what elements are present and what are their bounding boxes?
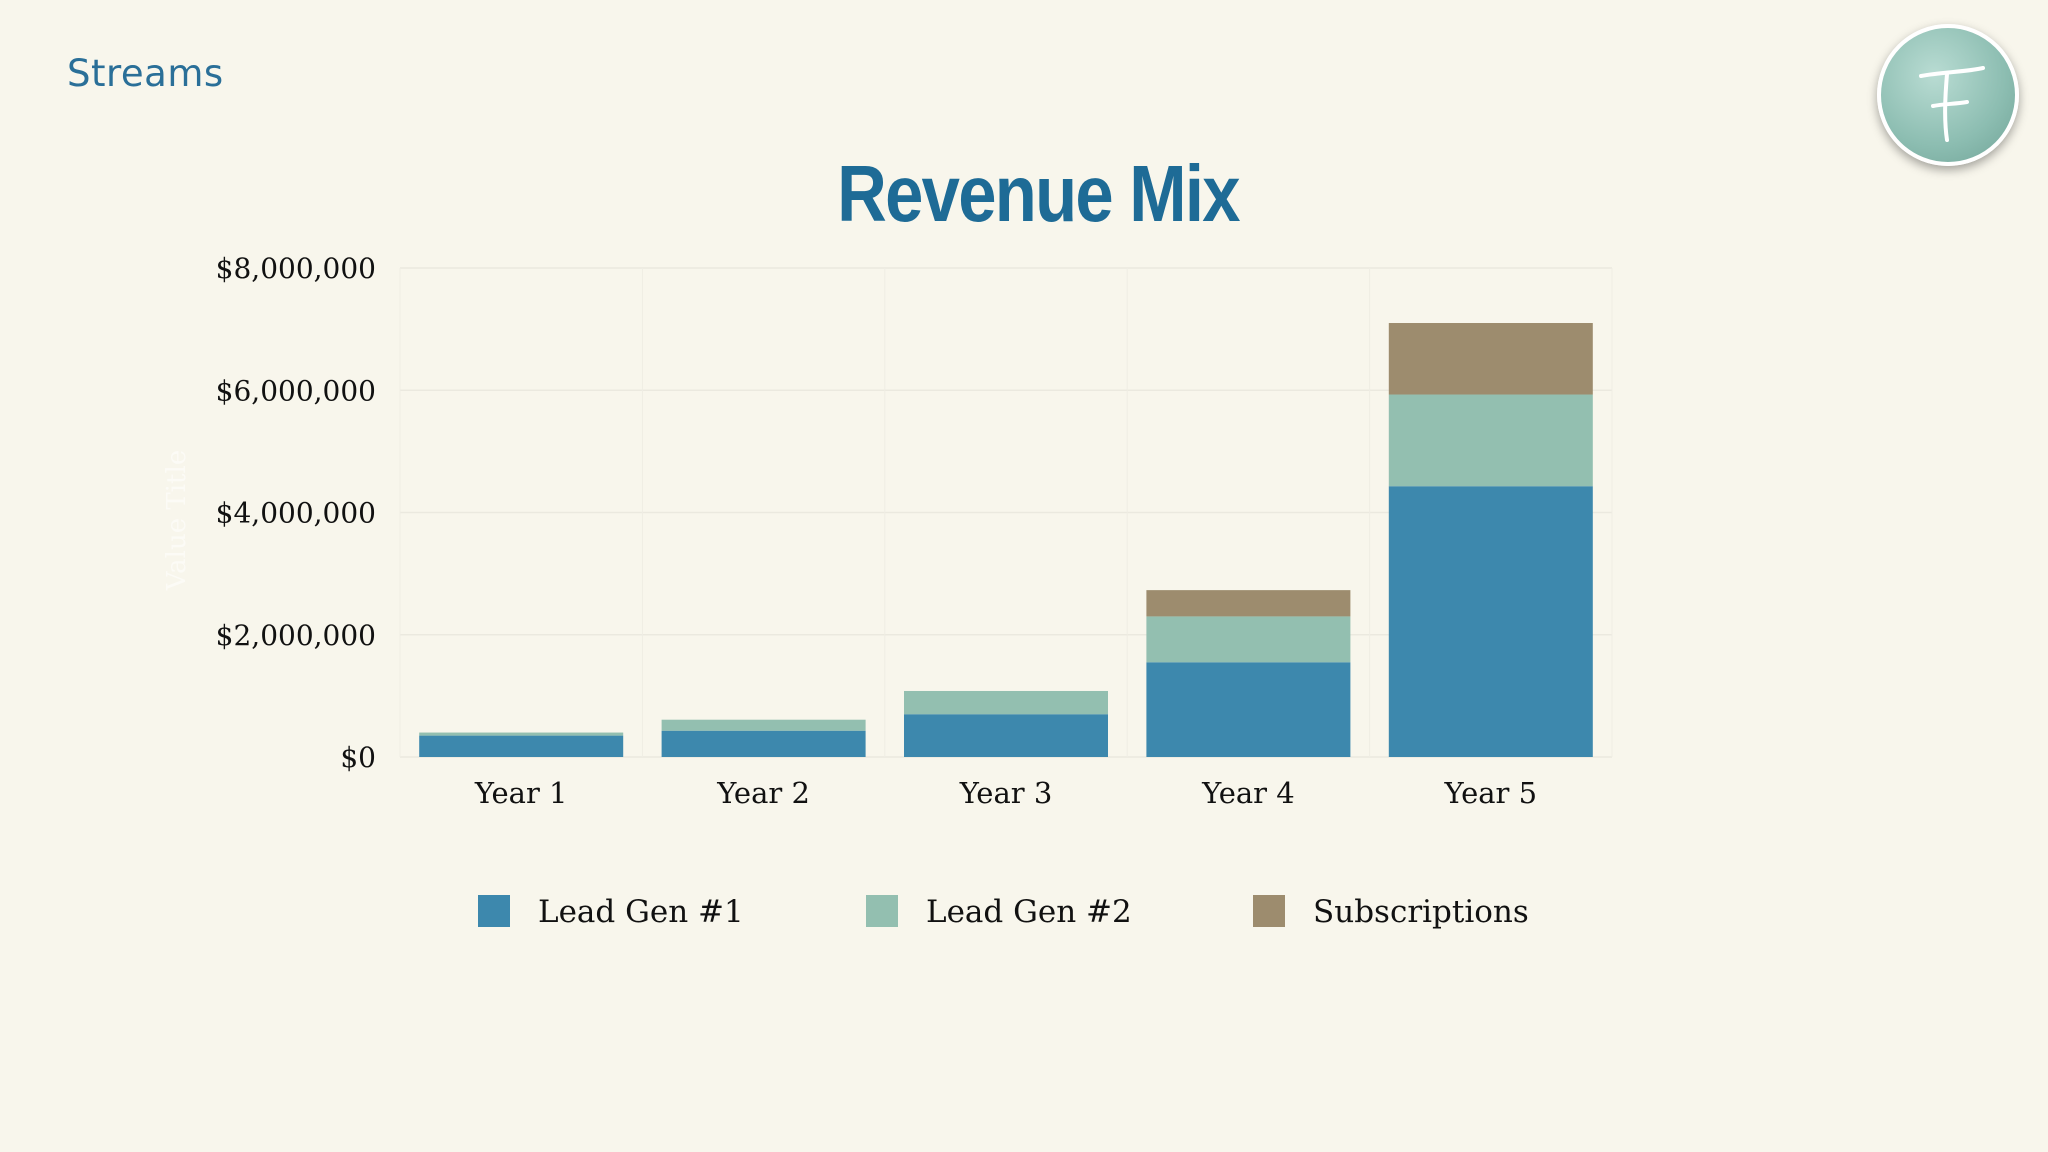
y-tick-label: $8,000,000 [216, 252, 376, 285]
legend-label: Lead Gen #1 [538, 894, 744, 930]
x-tick-label: Year 1 [474, 776, 568, 810]
bar-segment [1146, 662, 1351, 757]
y-tick-label: $6,000,000 [216, 374, 376, 407]
legend-label: Subscriptions [1313, 894, 1529, 930]
legend-swatch [1253, 895, 1285, 927]
letter-f-logo-icon [1919, 66, 1985, 142]
bar-segment [1146, 616, 1351, 663]
bars [419, 323, 1593, 757]
y-tick-label: $0 [340, 741, 376, 774]
x-tick-label: Year 4 [1201, 776, 1295, 810]
bar-segment [661, 719, 866, 731]
bar-segment [904, 714, 1108, 757]
bar-segment [1388, 323, 1593, 395]
bar-segment [904, 690, 1108, 715]
bar-segment [419, 735, 624, 757]
brand-logo [1877, 24, 2019, 166]
bar-segment [1388, 486, 1593, 757]
legend: Lead Gen #1 Lead Gen #2 Subscriptions [478, 894, 1529, 930]
y-tick-label: $4,000,000 [216, 497, 376, 530]
legend-swatch [866, 895, 898, 927]
x-tick-label: Year 5 [1443, 776, 1537, 810]
bar-segment [1146, 590, 1351, 617]
chart-title: Revenue Mix [837, 149, 1240, 238]
y-axis: $0 $2,000,000 $4,000,000 $6,000,000 $8,000,0… [216, 252, 376, 774]
x-axis: Year 1 Year 2 Year 3 Year 4 Year 5 [474, 776, 1537, 810]
x-tick-label: Year 3 [959, 776, 1053, 810]
x-tick-label: Year 2 [716, 776, 810, 810]
bar-segment [1388, 394, 1593, 487]
bar-segment [661, 730, 866, 757]
y-tick-label: $2,000,000 [216, 619, 376, 652]
legend-label: Lead Gen #2 [926, 894, 1132, 930]
section-title: Streams [67, 52, 224, 95]
bar-segment [419, 732, 624, 736]
legend-swatch [478, 895, 510, 927]
y-axis-title: Value Title [162, 450, 192, 591]
